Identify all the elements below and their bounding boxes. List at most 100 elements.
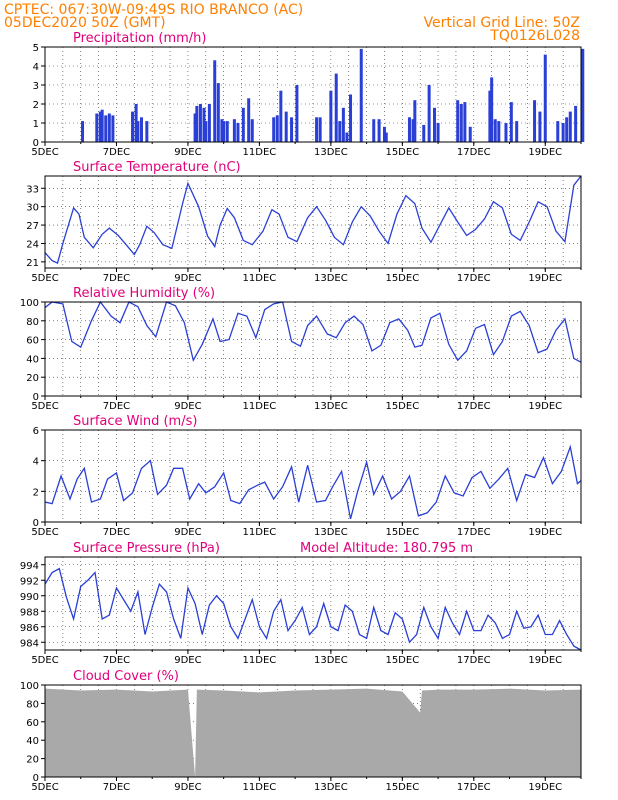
- y-tick-label: 988: [20, 607, 39, 618]
- precip-bar: [220, 119, 224, 142]
- rh-series-line: [44, 300, 582, 363]
- y-tick-label: 100: [20, 298, 39, 309]
- precip-bar: [377, 119, 381, 142]
- panel-frame: [44, 175, 582, 269]
- precip-bar: [236, 123, 240, 142]
- x-tick-label: 9DEC: [174, 147, 201, 158]
- precip-bar: [504, 123, 508, 142]
- y-tick-label: 20: [26, 755, 39, 766]
- panel-pressure: Surface Pressure (hPa) Model Altitude: 18…: [20, 541, 582, 666]
- precip-bar: [493, 119, 497, 142]
- precip-bar: [204, 121, 208, 142]
- precip-bar: [384, 132, 388, 142]
- precip-bar: [198, 104, 202, 142]
- x-tick-label: 17DEC: [457, 782, 491, 793]
- precip-bar: [225, 121, 229, 142]
- x-tick-label: 17DEC: [457, 273, 491, 284]
- x-tick-label: 11DEC: [243, 273, 277, 284]
- x-tick-label: 17DEC: [457, 655, 491, 666]
- x-tick-label: 7DEC: [103, 273, 130, 284]
- precip-bar: [407, 117, 411, 142]
- precip-bar: [284, 111, 288, 142]
- header-date: 05DEC2020 50Z (GMT): [4, 15, 166, 31]
- precip-bar: [139, 117, 143, 142]
- panel-subtitle: Model Altitude: 180.795 m: [300, 541, 473, 556]
- precip-bar: [427, 85, 431, 142]
- x-tick-label: 19DEC: [528, 273, 562, 284]
- y-tick-label: 986: [20, 623, 39, 634]
- y-tick-label: 0: [33, 138, 39, 149]
- x-tick-label: 11DEC: [243, 147, 277, 158]
- x-tick-label: 5DEC: [31, 147, 58, 158]
- panel-wind: Surface Wind (m/s) 0 2 4 6 5DEC 7DEC 9DEC 11DEC 1…: [31, 414, 582, 538]
- panel-title: Precipitation (mm/h): [73, 31, 206, 46]
- x-tick-label: 17DEC: [457, 527, 491, 538]
- header-model: TQ0126L028: [489, 28, 580, 44]
- y-tick-label: 80: [26, 317, 39, 328]
- y-tick-label: 100: [20, 681, 39, 692]
- precip-bar: [195, 105, 199, 142]
- precip-bar: [561, 123, 565, 142]
- x-tick-label: 19DEC: [528, 147, 562, 158]
- x-tick-label: 9DEC: [174, 655, 201, 666]
- y-tick-label: 992: [20, 576, 39, 587]
- panel-rh: Relative Humidity (%) 0 20 40 60 80 100 5DEC 7DE…: [20, 286, 582, 412]
- precip-bar: [565, 117, 569, 142]
- x-tick-label: 13DEC: [314, 401, 348, 412]
- x-tick-label: 15DEC: [385, 401, 419, 412]
- y-tick-label: 5: [33, 43, 39, 54]
- precip-bar: [382, 126, 386, 142]
- x-tick-label: 19DEC: [528, 655, 562, 666]
- x-tick-label: 15DEC: [385, 147, 419, 158]
- precip-bar: [568, 111, 572, 142]
- x-tick-label: 15DEC: [385, 527, 419, 538]
- x-tick-label: 9DEC: [174, 782, 201, 793]
- precip-bar: [111, 115, 115, 142]
- header-grid-note: Vertical Grid Line: 50Z: [424, 15, 580, 31]
- panel-frame: [44, 556, 582, 651]
- precip-bar: [497, 121, 501, 142]
- panel-title: Cloud Cover (%): [73, 669, 179, 684]
- precip-bar: [488, 90, 492, 142]
- y-tick-label: 3: [33, 81, 39, 92]
- x-tick-label: 19DEC: [528, 401, 562, 412]
- x-tick-label: 7DEC: [103, 655, 130, 666]
- x-tick-label: 9DEC: [174, 273, 201, 284]
- precip-bar: [334, 73, 338, 142]
- x-tick-label: 7DEC: [103, 782, 130, 793]
- panel-frame: [44, 684, 582, 778]
- pressure-series-line: [44, 567, 582, 651]
- precip-bar: [372, 119, 376, 142]
- y-tick-label: 24: [26, 239, 39, 250]
- y-tick-label: 20: [26, 373, 39, 384]
- precip-bar: [432, 107, 436, 142]
- precip-bar: [411, 119, 415, 142]
- precip-bar: [463, 102, 467, 142]
- precip-bar: [413, 100, 417, 142]
- precip-bar: [107, 113, 111, 142]
- precip-bar: [581, 48, 585, 142]
- precip-bar: [241, 107, 245, 142]
- x-tick-label: 7DEC: [103, 527, 130, 538]
- precip-bar: [290, 117, 294, 142]
- precip-bar: [136, 121, 140, 142]
- precip-bar: [104, 115, 108, 142]
- precip-bar: [436, 123, 440, 142]
- precip-bar: [279, 90, 283, 142]
- x-tick-label: 7DEC: [103, 147, 130, 158]
- precip-bar: [318, 117, 322, 142]
- precip-bar: [81, 121, 85, 142]
- y-tick-label: 2: [33, 487, 39, 498]
- panel-cloud: Cloud Cover (%) 0 20 40 60 80 100 5DEC 7DEC 9DEC 1…: [20, 669, 582, 793]
- precip-bar: [193, 113, 197, 142]
- precip-bar: [490, 77, 494, 142]
- precip-bar: [222, 121, 226, 142]
- panel-frame: [44, 301, 582, 397]
- y-tick-label: 80: [26, 699, 39, 710]
- y-tick-label: 2: [33, 100, 39, 111]
- wind-series-line: [44, 444, 582, 520]
- y-tick-label: 1: [33, 119, 39, 130]
- x-tick-label: 19DEC: [528, 527, 562, 538]
- y-tick-label: 4: [33, 457, 39, 468]
